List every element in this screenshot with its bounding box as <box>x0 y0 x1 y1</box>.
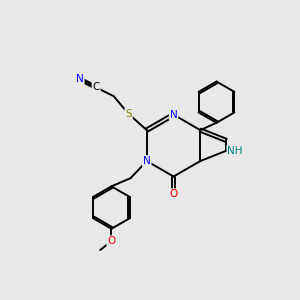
Text: O: O <box>107 236 116 246</box>
Text: N: N <box>76 74 84 84</box>
Text: NH: NH <box>227 146 243 156</box>
Text: N: N <box>143 156 151 166</box>
Text: O: O <box>169 189 178 199</box>
Text: C: C <box>92 82 100 92</box>
Text: S: S <box>125 109 132 119</box>
Text: N: N <box>170 110 177 120</box>
